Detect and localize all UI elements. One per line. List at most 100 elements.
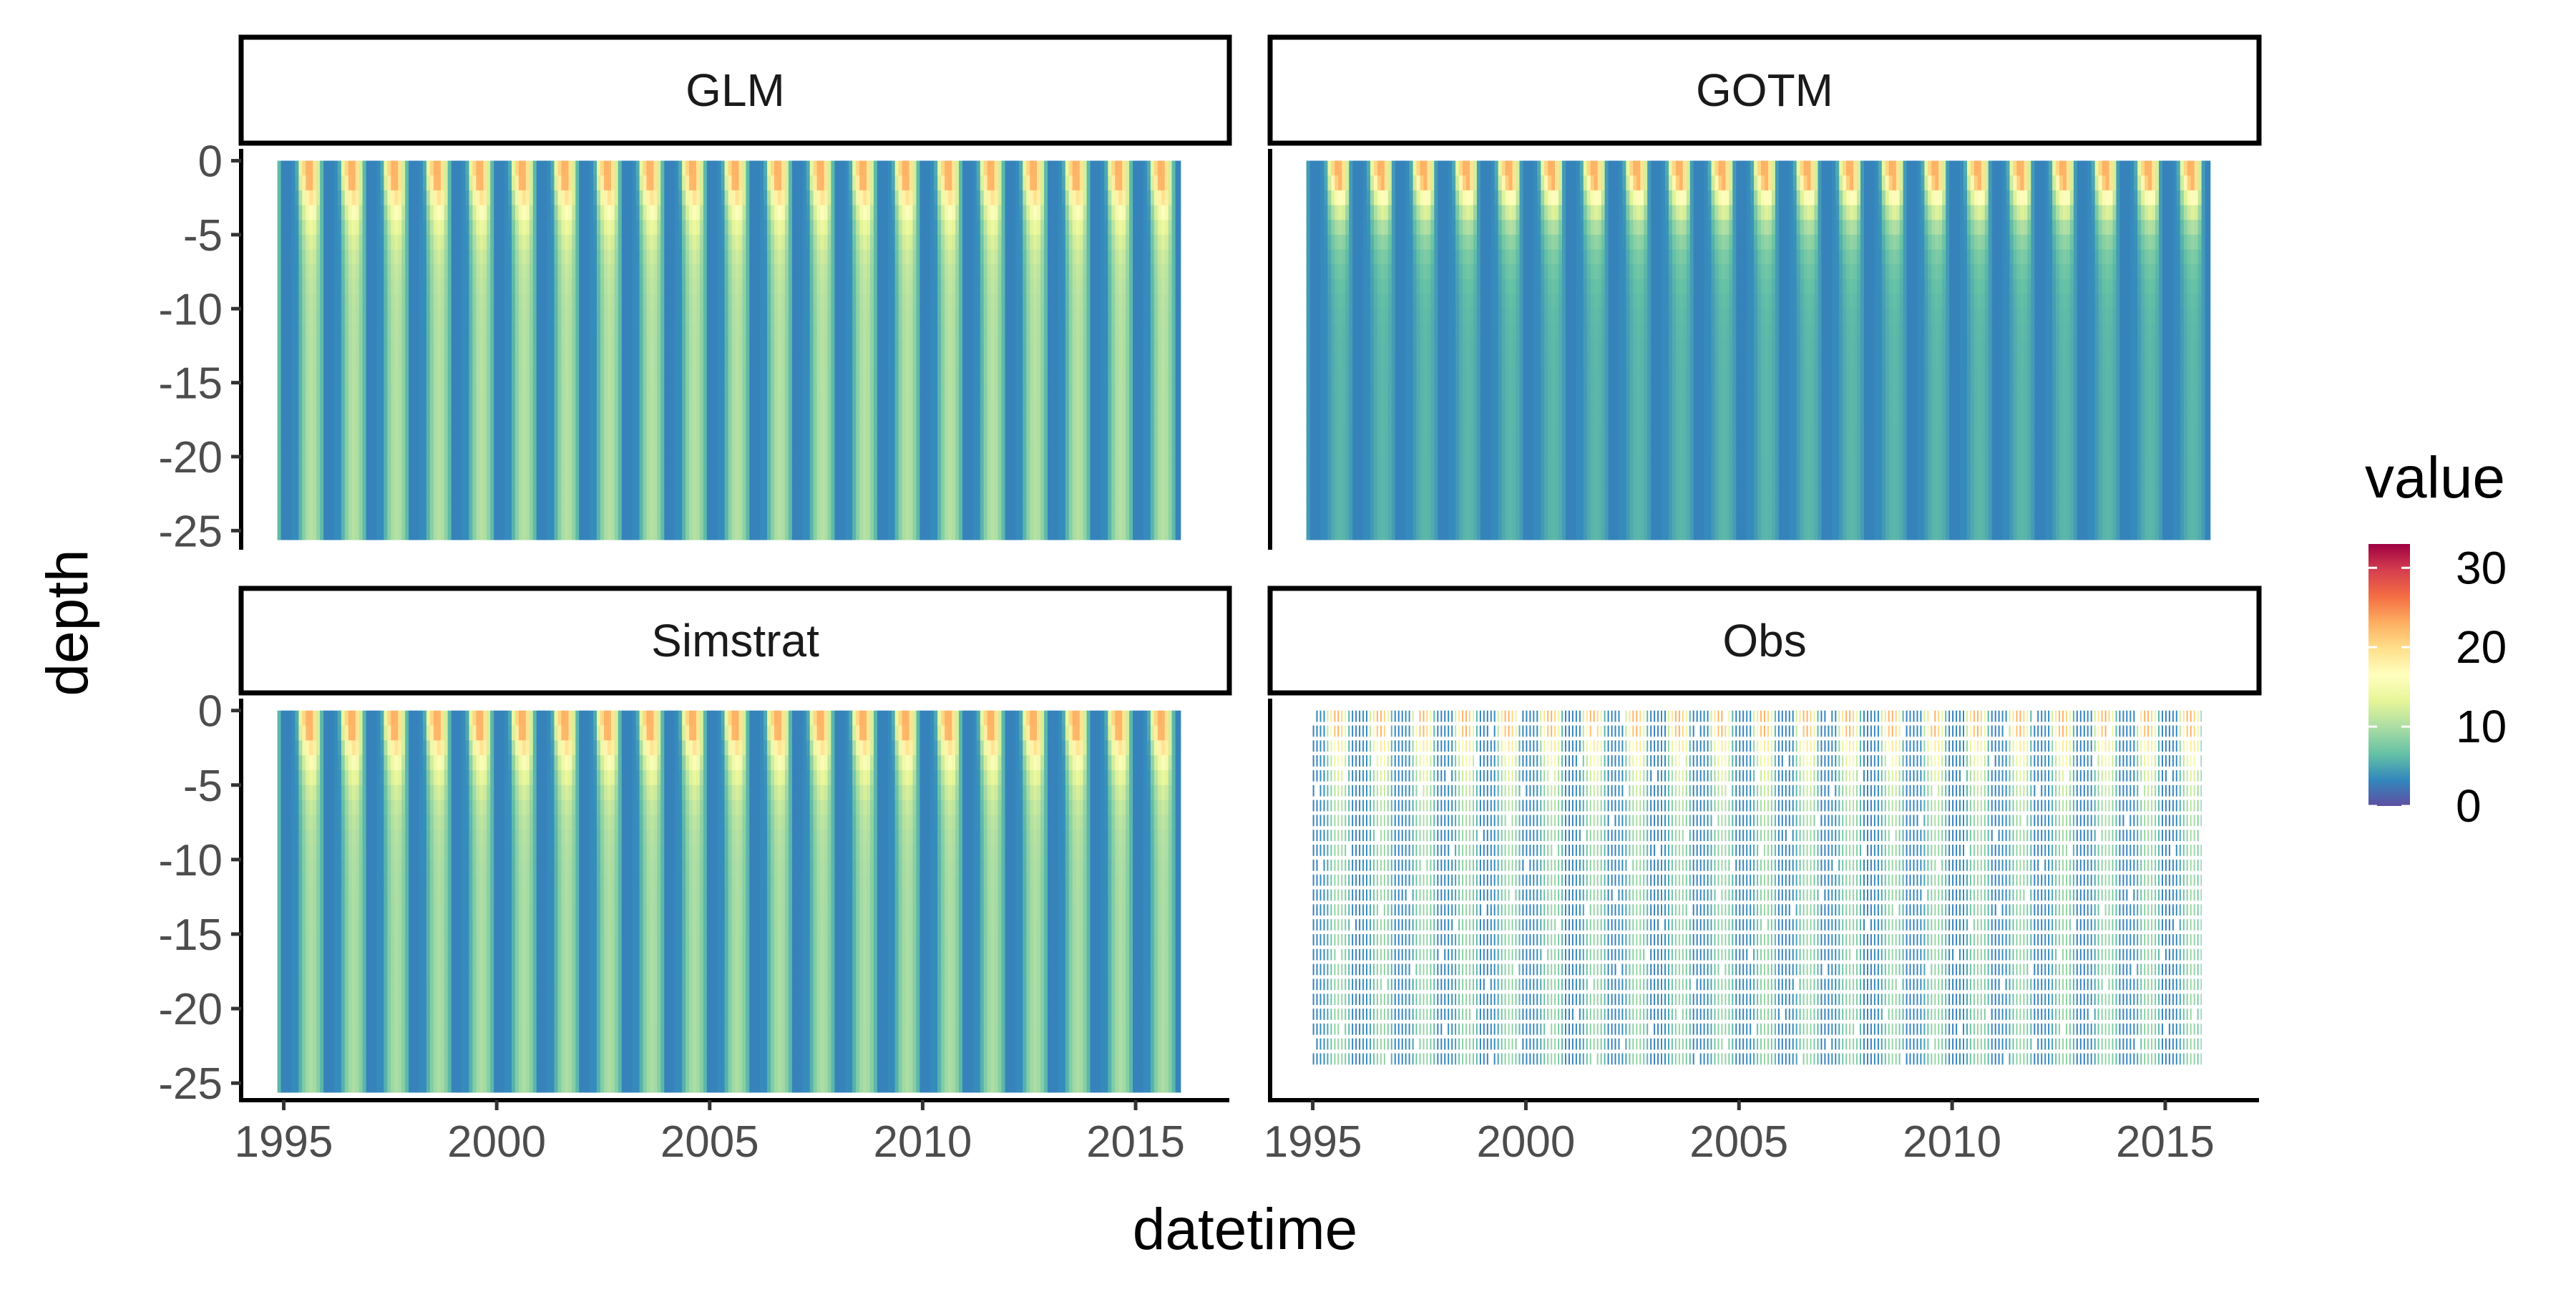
heatmap-cell [423, 457, 427, 472]
heatmap-cell [788, 249, 793, 266]
heatmap-cell [650, 471, 655, 487]
heatmap-cell [401, 397, 406, 413]
heatmap-cell [635, 338, 640, 354]
heatmap-cell [536, 205, 541, 221]
heatmap-cell [898, 249, 903, 266]
heatmap-cell [298, 530, 303, 540]
heatmap-cell [512, 427, 516, 443]
heatmap-cell [543, 249, 548, 266]
heatmap-cell [440, 220, 445, 235]
heatmap-cell [668, 278, 673, 295]
heatmap-cell [771, 515, 775, 532]
heatmap-cell [870, 249, 874, 266]
heatmap-cell [735, 471, 740, 487]
heatmap-cell [494, 278, 498, 295]
heatmap-cell [344, 353, 349, 369]
heatmap-cell [809, 249, 814, 266]
heatmap-cell [306, 353, 311, 369]
heatmap-cell [607, 323, 612, 339]
heatmap-cell [778, 457, 782, 472]
heatmap-cell [689, 412, 693, 428]
heatmap-cell [323, 190, 328, 206]
heatmap-cell [323, 249, 328, 266]
heatmap-cell [462, 471, 467, 487]
heatmap-cell [550, 205, 555, 221]
heatmap-cell [852, 471, 857, 487]
heatmap-cell [590, 309, 594, 324]
heatmap-cell [891, 501, 896, 517]
heatmap-cell [416, 442, 420, 457]
heatmap-cell [820, 234, 825, 251]
heatmap-cell [934, 412, 939, 428]
heatmap-cell [731, 353, 736, 369]
heatmap-cell [941, 293, 945, 310]
heatmap-cell [369, 190, 374, 206]
heatmap-cell [880, 249, 885, 266]
heatmap-cell [693, 293, 697, 310]
heatmap-cell [738, 501, 743, 517]
heatmap-cell [841, 515, 847, 532]
heatmap-cell [795, 427, 800, 443]
heatmap-cell [440, 442, 445, 457]
heatmap-cell [802, 234, 807, 251]
heatmap-cell [288, 293, 293, 310]
heatmap-cell [597, 530, 601, 540]
heatmap-cell [295, 293, 300, 310]
heatmap-cell [635, 160, 640, 176]
heatmap-cell [675, 190, 679, 206]
heatmap-cell [639, 338, 644, 354]
heatmap-cell [867, 397, 871, 413]
heatmap-cell [838, 309, 843, 324]
heatmap-cell [668, 293, 673, 310]
heatmap-cell [820, 397, 825, 413]
heatmap-cell [738, 382, 743, 399]
heatmap-cell [444, 382, 449, 399]
panel-strip [238, 34, 1232, 146]
heatmap-cell [579, 264, 583, 280]
heatmap-cell [784, 309, 789, 324]
heatmap-cell [706, 397, 711, 413]
heatmap-cell [469, 353, 474, 369]
heatmap-cell [678, 442, 683, 457]
heatmap-cell [280, 205, 286, 221]
heatmap-cell [298, 234, 303, 251]
heatmap-cell [795, 442, 800, 457]
heatmap-cell [948, 412, 952, 428]
heatmap-cell [753, 323, 758, 339]
heatmap-cell [331, 160, 335, 176]
heatmap-cell [429, 501, 434, 517]
heatmap-cell [887, 338, 892, 354]
heatmap-cell [419, 160, 424, 176]
heatmap-cell [398, 205, 403, 221]
heatmap-cell [838, 293, 843, 310]
heatmap-cell [689, 249, 693, 266]
heatmap-cell [561, 323, 566, 339]
heatmap-cell [838, 397, 843, 413]
heatmap-cell [891, 293, 896, 310]
heatmap-cell [724, 367, 729, 384]
heatmap-cell [880, 264, 885, 280]
heatmap-cell [643, 471, 648, 487]
heatmap-cell [675, 309, 679, 324]
heatmap-cell [937, 323, 942, 339]
heatmap-cell [724, 205, 729, 221]
heatmap-cell [671, 220, 675, 235]
heatmap-cell [717, 205, 722, 221]
heatmap-cell [916, 338, 921, 354]
heatmap-cell [728, 293, 733, 310]
heatmap-cell [518, 471, 523, 487]
heatmap-cell [791, 353, 796, 369]
heatmap-cell [831, 220, 836, 235]
heatmap-cell [572, 160, 577, 176]
heatmap-cell [483, 249, 488, 266]
heatmap-cell [653, 249, 658, 266]
heatmap-cell [597, 205, 601, 221]
heatmap-cell [572, 427, 577, 443]
heatmap-cell [919, 278, 924, 295]
heatmap-cell [529, 457, 534, 472]
heatmap-cell [280, 397, 286, 413]
heatmap-cell [508, 338, 512, 354]
heatmap-cell [767, 382, 771, 399]
heatmap-cell [419, 471, 424, 487]
heatmap-cell [689, 160, 693, 176]
